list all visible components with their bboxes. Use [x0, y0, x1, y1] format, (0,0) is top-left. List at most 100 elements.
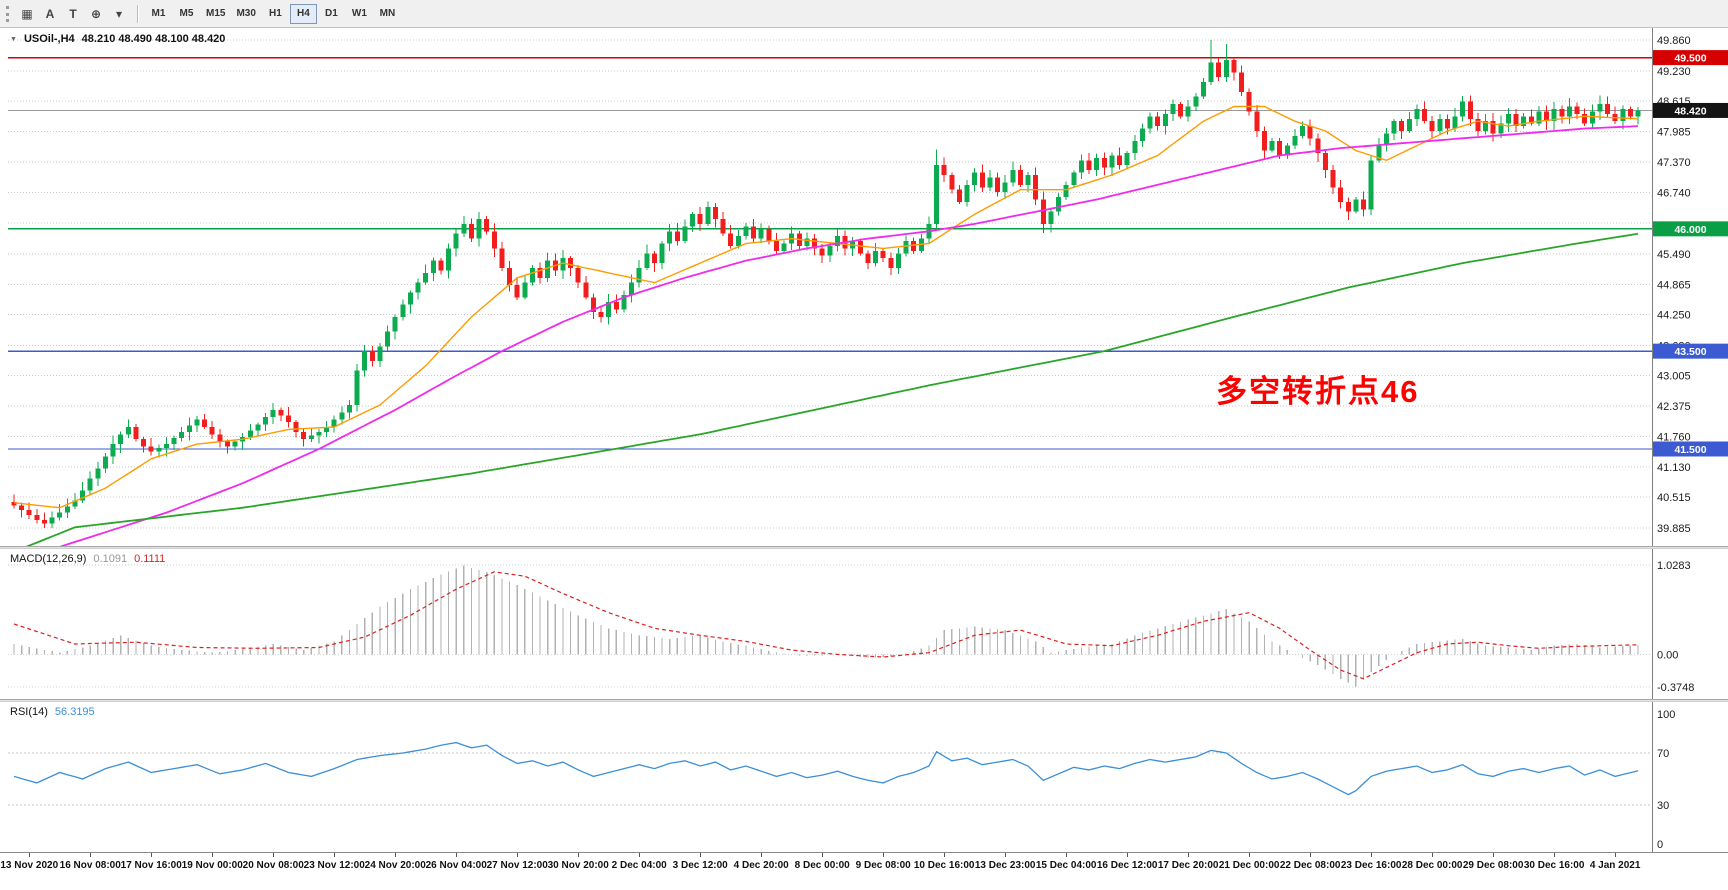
candle[interactable] — [1483, 113, 1489, 135]
price-axis-labels[interactable]: 49.86049.23048.61547.98547.37046.74045.4… — [1657, 35, 1691, 535]
candle[interactable] — [812, 233, 818, 256]
candle[interactable] — [674, 222, 680, 246]
candle[interactable] — [186, 417, 192, 441]
candle[interactable] — [1155, 111, 1161, 131]
candle[interactable] — [773, 232, 779, 256]
candle[interactable] — [568, 256, 574, 277]
one-click-arrow-icon[interactable]: ▼ — [10, 35, 17, 43]
candle[interactable] — [941, 157, 947, 183]
panel-splitter-2[interactable] — [0, 699, 1728, 702]
candle[interactable] — [583, 275, 589, 300]
candle[interactable] — [141, 436, 147, 453]
candle[interactable] — [194, 416, 200, 432]
candle[interactable] — [621, 290, 627, 313]
tf-button-mn[interactable]: MN — [379, 8, 396, 19]
cursor-a-button[interactable]: A — [45, 6, 55, 21]
candle[interactable] — [1254, 105, 1260, 137]
candle[interactable] — [1101, 152, 1107, 175]
candle[interactable] — [491, 223, 497, 258]
candle[interactable] — [19, 502, 25, 518]
candle[interactable] — [64, 498, 70, 519]
candle[interactable] — [857, 238, 863, 256]
candle[interactable] — [1025, 171, 1031, 192]
candle[interactable] — [1498, 115, 1504, 138]
candle[interactable] — [1132, 135, 1138, 160]
candle[interactable] — [720, 211, 726, 236]
tf-button-m15[interactable]: M15 — [206, 8, 226, 19]
crosshair-tool-button[interactable]: ⊕ — [90, 6, 102, 21]
candle[interactable] — [1040, 191, 1046, 233]
candle[interactable] — [1010, 161, 1016, 187]
candle[interactable] — [1627, 106, 1633, 120]
candle[interactable] — [1605, 96, 1611, 118]
candle[interactable] — [956, 185, 962, 204]
candle[interactable] — [1521, 113, 1527, 129]
candle[interactable] — [407, 290, 413, 314]
candle[interactable] — [590, 293, 596, 320]
candle[interactable] — [1139, 123, 1145, 147]
candle[interactable] — [1322, 149, 1328, 179]
candle[interactable] — [179, 427, 185, 442]
candle[interactable] — [263, 412, 269, 432]
candle[interactable] — [255, 422, 261, 436]
candle[interactable] — [560, 250, 566, 279]
candle[interactable] — [11, 494, 17, 509]
macd-axis-labels[interactable]: 1.0283 0.00 -0.3748 — [1657, 560, 1694, 694]
candle[interactable] — [110, 435, 116, 464]
candle[interactable] — [1117, 147, 1123, 170]
candle[interactable] — [1094, 153, 1100, 177]
candle[interactable] — [1597, 95, 1603, 120]
candle[interactable] — [1429, 115, 1435, 139]
candle[interactable] — [331, 415, 337, 433]
candle[interactable] — [705, 201, 711, 226]
candle[interactable] — [751, 218, 757, 243]
tf-button-d1[interactable]: D1 — [325, 8, 338, 19]
candle[interactable] — [1475, 112, 1481, 136]
candle[interactable] — [1582, 108, 1588, 126]
candle[interactable] — [1292, 128, 1298, 150]
candle[interactable] — [1048, 207, 1054, 233]
candle[interactable] — [453, 228, 459, 257]
candle[interactable] — [728, 225, 734, 249]
candle[interactable] — [278, 407, 284, 421]
candle[interactable] — [949, 172, 955, 194]
candle[interactable] — [1490, 112, 1496, 142]
candle[interactable] — [1437, 114, 1443, 135]
candle[interactable] — [430, 257, 436, 282]
candle[interactable] — [1467, 95, 1473, 127]
candle[interactable] — [1239, 65, 1245, 97]
candle[interactable] — [316, 429, 322, 444]
candle[interactable] — [171, 435, 177, 450]
candle[interactable] — [545, 252, 551, 282]
candle[interactable] — [1513, 109, 1519, 133]
candle[interactable] — [1307, 119, 1313, 146]
candle[interactable] — [895, 247, 901, 275]
candle[interactable] — [888, 252, 894, 276]
candle[interactable] — [1338, 180, 1344, 209]
candle[interactable] — [712, 203, 718, 228]
candle[interactable] — [102, 452, 108, 474]
candle[interactable] — [285, 406, 291, 428]
candle[interactable] — [1353, 196, 1359, 214]
candle[interactable] — [1071, 170, 1077, 188]
candle[interactable] — [240, 432, 246, 451]
candle[interactable] — [1185, 99, 1191, 122]
candle[interactable] — [1635, 107, 1641, 125]
candle[interactable] — [1361, 191, 1367, 217]
candle[interactable] — [232, 439, 238, 451]
candle[interactable] — [1330, 164, 1336, 194]
candle[interactable] — [1399, 119, 1405, 139]
candle[interactable] — [1551, 102, 1557, 130]
tf-button-w1[interactable]: W1 — [351, 8, 367, 19]
candle[interactable] — [1383, 128, 1389, 152]
candle[interactable] — [339, 406, 345, 425]
main-chart-canvas[interactable]: 49.86049.23048.61547.98547.37046.74045.4… — [0, 28, 1728, 546]
candle[interactable] — [400, 299, 406, 321]
candle[interactable] — [1200, 77, 1206, 100]
macd-canvas[interactable]: 1.0283 0.00 -0.3748 — [0, 549, 1728, 699]
candle[interactable] — [1223, 43, 1229, 83]
candle[interactable] — [819, 244, 825, 264]
candle[interactable] — [651, 251, 657, 272]
candle[interactable] — [1086, 153, 1092, 175]
candle[interactable] — [514, 276, 520, 300]
